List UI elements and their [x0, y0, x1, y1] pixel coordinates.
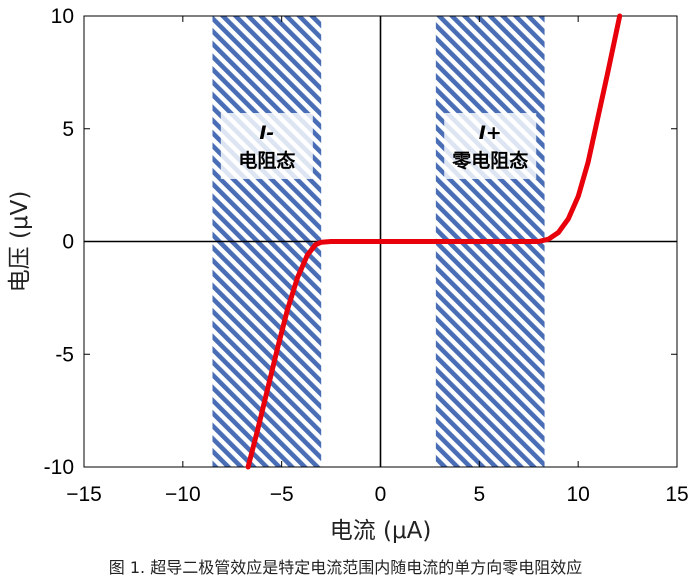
ticks-layer: −15 −10 −5 0 5 10 15 -10 -5 0 5 10: [44, 5, 689, 506]
region-label-symbol-1: I-: [259, 122, 274, 144]
x-tick-label: 0: [375, 483, 387, 506]
region-label-state-2: 零电阻态: [451, 149, 528, 172]
x-tick-label: 10: [566, 483, 589, 506]
x-tick-label: −15: [66, 483, 102, 506]
y-axis-title: 电压 (μV): [7, 191, 33, 293]
y-tick-label: 0: [62, 231, 74, 254]
y-tick-label: 5: [62, 118, 74, 141]
x-tick-label: 5: [473, 483, 485, 506]
region-label-symbol-2: I+: [479, 122, 502, 144]
curve-layer: [245, 13, 623, 470]
y-tick-label: 10: [51, 5, 74, 28]
y-tick-label: -10: [44, 456, 74, 479]
x-tick-label: −5: [270, 483, 294, 506]
region-label-background-1: [220, 113, 313, 179]
x-axis-title: 电流 (μA): [330, 518, 432, 544]
region-label-state-1: 电阻态: [238, 149, 295, 172]
y-tick-label: -5: [55, 343, 74, 366]
x-tick-label: 15: [665, 483, 688, 506]
region-label-background-2: [444, 113, 537, 179]
x-tick-label: −10: [165, 483, 201, 506]
figure-caption: 图 1. 超导二极管效应是特定电流范围内随电流的单方向零电阻效应: [108, 558, 583, 577]
series-line-1: [245, 13, 623, 470]
